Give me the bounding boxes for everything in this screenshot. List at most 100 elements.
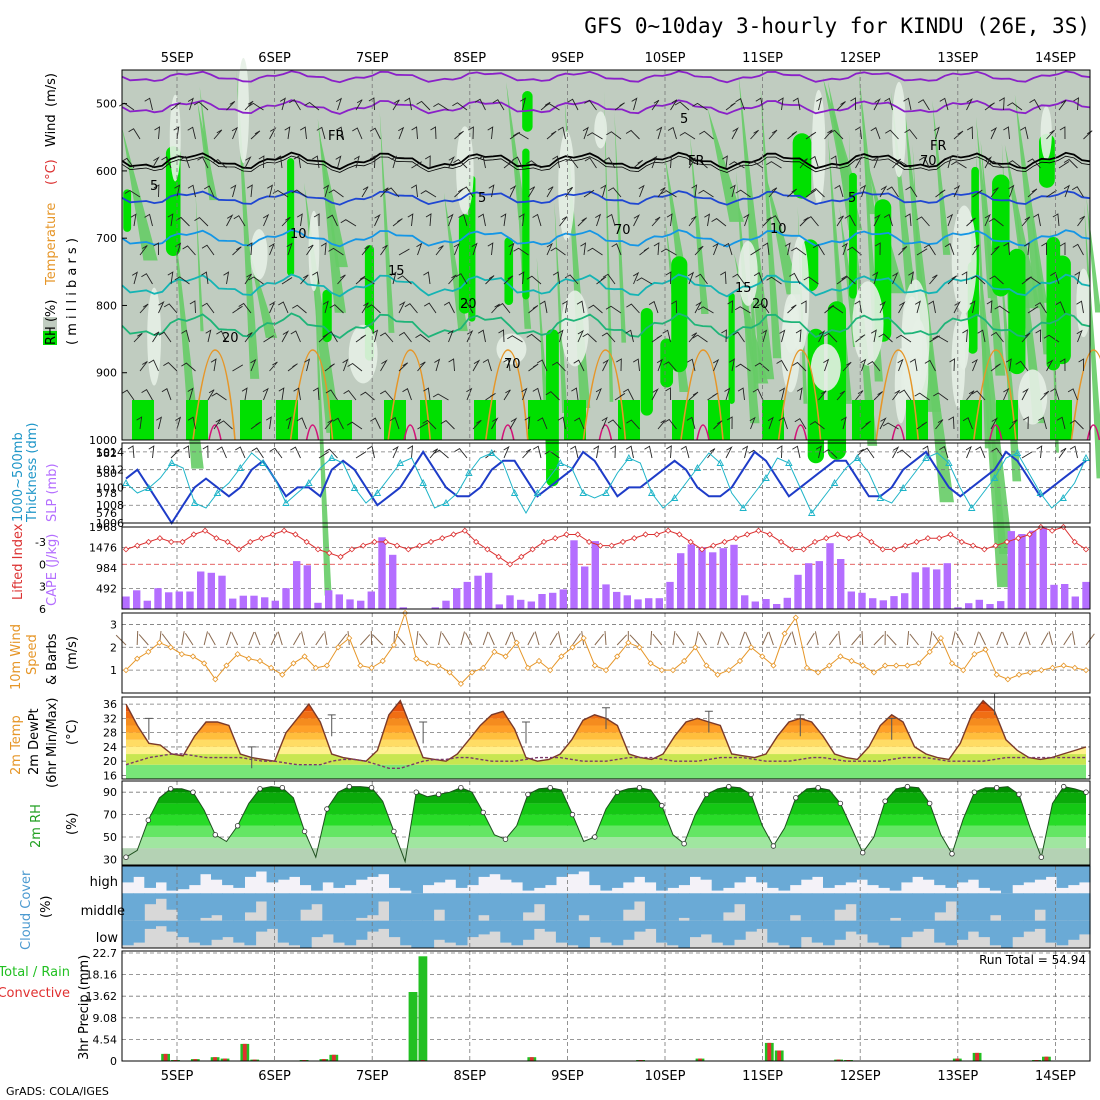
wind-speed-marker <box>669 667 677 674</box>
cloud-high-cell <box>745 866 757 877</box>
wind-barb <box>170 449 180 459</box>
wind-barb <box>267 184 273 198</box>
pressure-tick: 600 <box>96 165 117 178</box>
wind-barb <box>392 218 403 227</box>
rh-moist-streak <box>554 202 568 413</box>
wind-barb <box>379 332 394 343</box>
cape-bar <box>570 540 578 610</box>
precip-ylabel: 3hr Precip (mm) <box>77 955 92 1060</box>
wind-barb <box>327 214 338 227</box>
cape-bar <box>303 565 311 610</box>
wind-barb <box>1052 213 1060 227</box>
wind-barb <box>1083 130 1093 140</box>
cloud-high-cell <box>845 866 857 883</box>
wind-unit-label: (m/s) <box>44 73 59 107</box>
wind-barb <box>1074 271 1081 285</box>
wind-barb <box>805 189 817 198</box>
day-label-top: 10SEP <box>645 51 686 66</box>
wind-barb <box>726 416 733 430</box>
wind-barb <box>1046 190 1057 198</box>
rh-marker <box>748 791 754 798</box>
wind-barb <box>262 213 270 227</box>
rh-saturated-streak <box>992 174 1010 297</box>
rh2m-ylabel-2: (%) <box>65 813 80 836</box>
surface-wind-barb <box>136 630 139 646</box>
wind-barb <box>969 300 976 314</box>
cape-bar <box>367 591 375 609</box>
surface-wind-barb <box>694 631 699 646</box>
rh-saturated-streak <box>504 237 514 306</box>
surface-wind-barb <box>441 632 451 646</box>
rh-marker <box>860 850 866 856</box>
surface-wind-barb <box>932 633 942 646</box>
contour-label: 20 <box>460 297 477 312</box>
cape-tick: 1476 <box>89 542 117 555</box>
wind-barb <box>291 189 307 198</box>
lifted-index-marker <box>619 538 627 545</box>
rh-marker <box>145 817 151 823</box>
wind-barb <box>435 245 444 256</box>
wind-barb <box>729 161 745 169</box>
cape-bar <box>1050 584 1058 609</box>
temp-tick: 16 <box>103 769 117 782</box>
surface-wind-barb <box>572 633 581 646</box>
day-label-top: 13SEP <box>937 51 978 66</box>
cloud-ylabel-1: Cloud Cover <box>19 870 34 950</box>
lifted-index-marker <box>416 542 423 549</box>
wind-barb <box>404 97 412 111</box>
temperature-label: Temperature <box>44 203 59 286</box>
contour-label: 15 <box>735 281 752 296</box>
rh-marker <box>234 823 241 829</box>
cloud-middle-cell <box>322 893 334 921</box>
cloud-middle-cell <box>1001 893 1013 921</box>
cloud-high-cell <box>300 866 312 886</box>
isotherm-25-loop <box>1070 349 1100 441</box>
cloud-middle-cell <box>466 893 479 921</box>
wind-barb <box>1034 302 1047 314</box>
wind-barb <box>574 417 585 430</box>
lifted-index-line <box>125 526 1087 565</box>
wind-barb <box>761 329 768 343</box>
wind-speed-marker <box>614 653 621 660</box>
wind-speed-marker <box>815 669 822 676</box>
cloud-high-cell <box>522 866 535 891</box>
lifted-index-marker <box>518 553 525 560</box>
rh-dry-patch <box>169 94 181 182</box>
thickness-marker <box>830 479 839 486</box>
lifted-index-marker <box>698 546 706 553</box>
wind-barb <box>175 416 182 430</box>
wind-barb <box>1023 416 1029 430</box>
lifted-index-marker <box>608 542 615 549</box>
surface-wind-barb <box>301 631 306 646</box>
rh-line <box>125 786 1087 864</box>
day-labels-top: 5SEP 6SEP 7SEP 8SEP 9SEP 10SEP 11SEP 12SEP 13SEP… <box>161 51 1076 66</box>
rh-marker <box>391 828 397 835</box>
wind-speed-marker <box>1015 671 1023 678</box>
wind-barb <box>834 184 844 198</box>
wind-barb <box>398 331 412 343</box>
surface-wind-barb <box>270 632 278 646</box>
wind-barb <box>671 300 677 314</box>
cloud-high-cell <box>689 866 702 877</box>
temp-tick: 32 <box>103 712 117 725</box>
surface-wind-barb <box>460 631 465 646</box>
cloud-low-cell <box>533 920 546 929</box>
wind-barb <box>625 329 634 343</box>
wind-barb <box>762 242 770 256</box>
cloud-high-cell <box>867 866 880 886</box>
cape-bar <box>453 588 461 609</box>
cape-bar <box>218 575 226 609</box>
wind-barb <box>855 334 866 343</box>
cloud-low-cell <box>789 920 802 948</box>
cloud-middle-cell <box>867 893 880 921</box>
wind-barb <box>477 329 486 343</box>
contour-label: 70 <box>614 223 631 238</box>
wind-barb <box>366 304 381 314</box>
wind-barb <box>986 300 993 314</box>
surface-wind-barb <box>161 633 172 646</box>
wind-barb <box>840 416 847 430</box>
cape-bar <box>847 591 855 609</box>
cloud-middle-cell <box>622 893 635 910</box>
day-labels-bottom: 5SEP 6SEP 7SEP 8SEP 9SEP 10SEP 11SEP 12SEP 13SEP… <box>161 1069 1076 1084</box>
lifted-tick: 0 <box>39 558 46 571</box>
